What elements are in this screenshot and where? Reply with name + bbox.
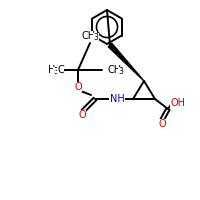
Text: NH: NH — [110, 94, 124, 104]
Text: H: H — [48, 65, 55, 75]
Polygon shape — [108, 43, 144, 81]
Text: 3: 3 — [53, 68, 58, 76]
Text: CH: CH — [82, 31, 96, 41]
Text: 3: 3 — [118, 68, 123, 76]
Text: OH: OH — [170, 98, 186, 108]
Text: O: O — [78, 110, 86, 120]
Text: C: C — [57, 65, 64, 75]
Text: O: O — [158, 119, 166, 129]
Text: 3: 3 — [94, 33, 98, 43]
Text: O: O — [74, 82, 82, 92]
Text: CH: CH — [108, 65, 122, 75]
